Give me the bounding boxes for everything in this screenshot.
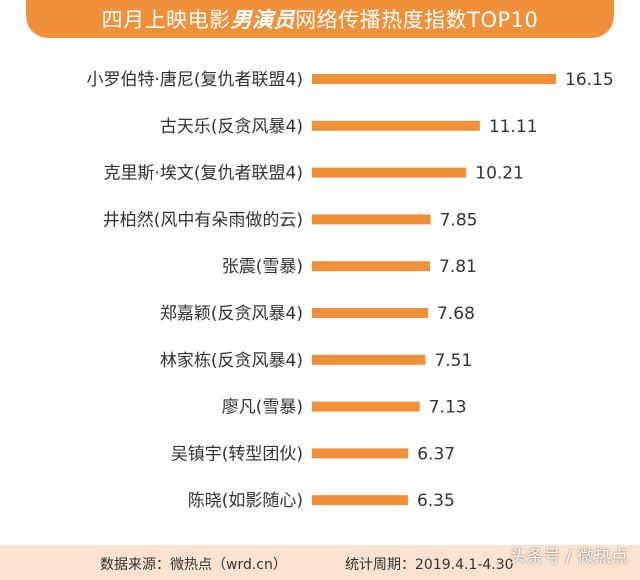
bar	[312, 167, 467, 178]
footer: 数据来源：微热点（wrd.cn） 统计周期：2019.4.1-4.30	[0, 545, 640, 580]
bar	[312, 214, 431, 225]
category-label: 郑嘉颖(反贪风暴4)	[160, 304, 303, 324]
bar	[312, 495, 408, 506]
category-label: 张震(雪暴)	[222, 257, 303, 277]
chart-title-suffix: 网络传播热度指数TOP10	[295, 8, 539, 32]
bar	[312, 354, 426, 365]
value-label: 7.81	[439, 257, 477, 277]
chart-title-prefix: 四月上映电影	[101, 8, 231, 32]
watermark: 头条号 / 微热点	[509, 547, 628, 567]
category-label: 林家栋(反贪风暴4)	[160, 351, 303, 371]
value-label: 6.35	[417, 491, 455, 511]
bar	[312, 401, 420, 412]
bar-chart: 小罗伯特·唐尼(复仇者联盟4) 16.15 古天乐(反贪风暴4) 11.11 克里斯·埃…	[87, 69, 614, 511]
value-label: 16.15	[565, 70, 614, 90]
title-bar: 四月上映电影 男演员 网络传播热度指数TOP10	[0, 0, 640, 38]
bar	[312, 308, 429, 318]
value-label: 10.21	[475, 164, 524, 184]
value-label: 7.85	[440, 210, 478, 230]
value-label: 6.37	[417, 444, 455, 464]
category-label: 古天乐(反贪风暴4)	[160, 117, 303, 137]
footer-source: 数据来源：微热点（wrd.cn）	[100, 557, 287, 573]
value-label: 7.51	[434, 351, 472, 371]
value-label: 11.11	[489, 117, 538, 137]
bar	[312, 74, 556, 84]
category-label: 小罗伯特·唐尼(复仇者联盟4)	[87, 69, 303, 90]
category-label: 陈晓(如影随心)	[188, 491, 303, 511]
value-label: 7.13	[429, 398, 467, 418]
value-label: 7.68	[437, 304, 475, 324]
chart-title: 四月上映电影 男演员 网络传播热度指数TOP10	[26, 0, 614, 38]
bar	[312, 120, 480, 131]
category-label: 井柏然(风中有朵雨做的云)	[103, 210, 303, 230]
footer-period: 统计周期：2019.4.1-4.30	[345, 557, 514, 573]
category-label: 廖凡(雪暴)	[222, 398, 303, 418]
category-label: 克里斯·埃文(复仇者联盟4)	[104, 164, 303, 184]
category-label: 吴镇宇(转型团伙)	[171, 444, 303, 464]
bar	[312, 261, 430, 272]
chart-title-emphasis: 男演员	[230, 8, 296, 32]
bar	[312, 448, 409, 459]
